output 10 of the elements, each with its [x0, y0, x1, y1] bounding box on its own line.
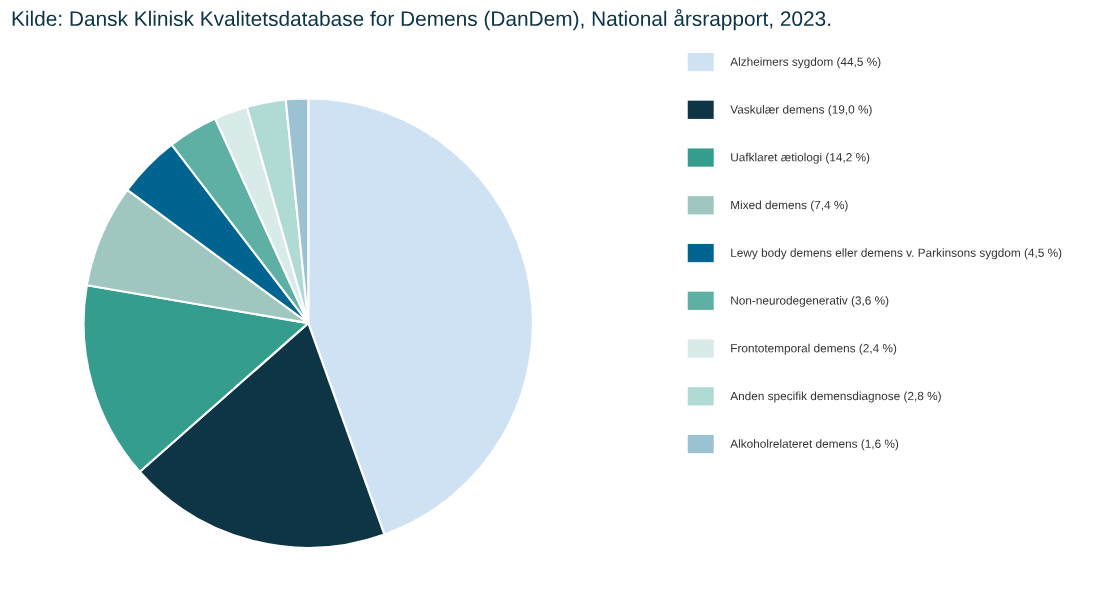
legend-label: Alzheimers sygdom (44,5 %) [730, 57, 881, 69]
text: Kilde: Dansk Klinisk Kvalitetsdatabase for Demens (DanDem), National årsrapport, 2023. [12, 9, 831, 31]
legend-label: Vaskulær demens (19,0 %) [730, 104, 872, 116]
legend-label: Frontotemporal demens (2,4 %) [731, 343, 897, 355]
legend-label: Mixed demens (7,4 %) [731, 200, 848, 212]
legend-label: Uafklaret ætiologi (14,2 %) [731, 152, 870, 164]
legend-label: Alkoholrelateret demens (1,6 %) [730, 439, 899, 451]
legend-label: Anden specifik demensdiagnose (2,8 %) [730, 391, 941, 403]
legend-label: Lewy body demens eller demens v. Parkinsons sygdom (4,5 %) [731, 248, 1062, 260]
legend-label: Non-neurodegenerativ (3,6 %) [731, 295, 889, 307]
